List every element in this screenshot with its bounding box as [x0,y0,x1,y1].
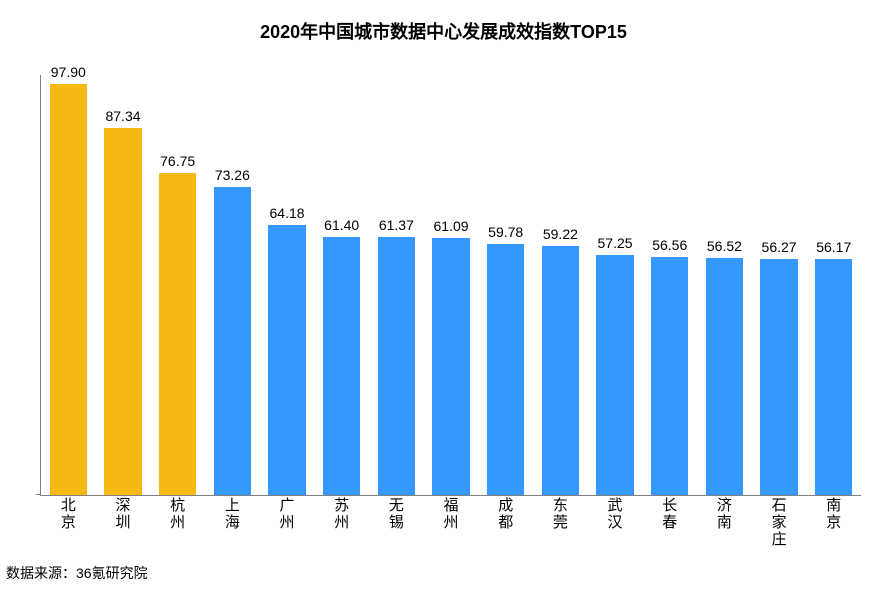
bar: 56.17 [815,259,852,495]
x-label-slot: 上海 [204,497,259,548]
bar: 59.78 [487,244,524,495]
bar-slot: 61.37 [369,75,424,495]
x-axis-label: 石家庄 [771,497,786,548]
bar: 61.09 [432,238,469,495]
bars-wrap: 97.90 87.34 76.75 73.26 64.18 61.40 61.37 61.09… [41,75,861,495]
bar-value-label: 57.25 [598,235,633,251]
x-axis-label: 长春 [661,497,676,548]
bar-value-label: 59.22 [543,226,578,242]
bar-slot: 57.25 [588,75,643,495]
x-axis-label: 上海 [224,497,239,548]
chart-container: 2020年中国城市数据中心发展成效指数TOP15 97.90 87.34 76.75… [0,0,887,589]
x-axis-label: 福州 [443,497,458,548]
bar-slot: 76.75 [150,75,205,495]
x-axis-label: 济南 [716,497,731,548]
x-label-slot: 北京 [40,497,95,548]
bar-value-label: 56.17 [816,239,851,255]
x-label-slot: 福州 [423,497,478,548]
bar: 97.90 [50,84,87,495]
bar: 73.26 [214,187,251,495]
bar-slot: 87.34 [96,75,151,495]
x-axis-label: 广州 [279,497,294,548]
bar-slot: 56.56 [642,75,697,495]
x-axis-label: 苏州 [333,497,348,548]
bar: 56.27 [760,259,797,495]
bar-slot: 97.90 [41,75,96,495]
plot-area: 97.90 87.34 76.75 73.26 64.18 61.40 61.37 61.09… [40,75,861,496]
x-axis-label: 南京 [825,497,840,548]
bar-slot: 64.18 [260,75,315,495]
bar-value-label: 61.09 [434,218,469,234]
bar: 61.40 [323,237,360,495]
x-label-slot: 广州 [259,497,314,548]
x-axis-label: 成都 [497,497,512,548]
bar: 64.18 [268,225,305,495]
bar-value-label: 76.75 [160,153,195,169]
bar: 56.56 [651,257,688,495]
x-axis-label: 北京 [60,497,75,548]
x-label-slot: 武汉 [587,497,642,548]
x-label-slot: 无锡 [368,497,423,548]
x-axis-label: 杭州 [169,497,184,548]
bar-slot: 61.09 [424,75,479,495]
bar-value-label: 56.56 [652,237,687,253]
bar-slot: 73.26 [205,75,260,495]
bar-value-label: 87.34 [105,108,140,124]
x-label-slot: 石家庄 [751,497,806,548]
x-axis-label: 武汉 [607,497,622,548]
bar: 87.34 [104,128,141,495]
bar-value-label: 56.27 [762,239,797,255]
x-label-slot: 杭州 [149,497,204,548]
x-axis-label: 深圳 [115,497,130,548]
x-label-slot: 成都 [477,497,532,548]
bar-slot: 61.40 [314,75,369,495]
bar-slot: 56.27 [752,75,807,495]
bar-value-label: 61.40 [324,217,359,233]
x-label-slot: 长春 [641,497,696,548]
x-axis-label: 东莞 [552,497,567,548]
bar-slot: 56.52 [697,75,752,495]
bar: 56.52 [706,258,743,495]
bar-slot: 59.78 [478,75,533,495]
bar: 76.75 [159,173,196,495]
x-label-slot: 深圳 [95,497,150,548]
x-label-slot: 苏州 [313,497,368,548]
bar-value-label: 64.18 [269,205,304,221]
x-label-slot: 南京 [805,497,860,548]
x-label-slot: 济南 [696,497,751,548]
x-label-slot: 东莞 [532,497,587,548]
x-axis-labels: 北京深圳杭州上海广州苏州无锡福州成都东莞武汉长春济南 石家庄 南京 [40,497,860,548]
bar-slot: 56.17 [806,75,861,495]
bar-value-label: 73.26 [215,167,250,183]
source-label: 数据来源：36氪研究院 [6,563,148,583]
bar-value-label: 59.78 [488,224,523,240]
x-axis-label: 无锡 [388,497,403,548]
bar-value-label: 61.37 [379,217,414,233]
bar-slot: 59.22 [533,75,588,495]
chart-title: 2020年中国城市数据中心发展成效指数TOP15 [0,18,887,44]
bar: 61.37 [378,237,415,495]
bar-value-label: 56.52 [707,238,742,254]
bar: 57.25 [596,255,633,495]
bar-value-label: 97.90 [51,64,86,80]
bar: 59.22 [542,246,579,495]
